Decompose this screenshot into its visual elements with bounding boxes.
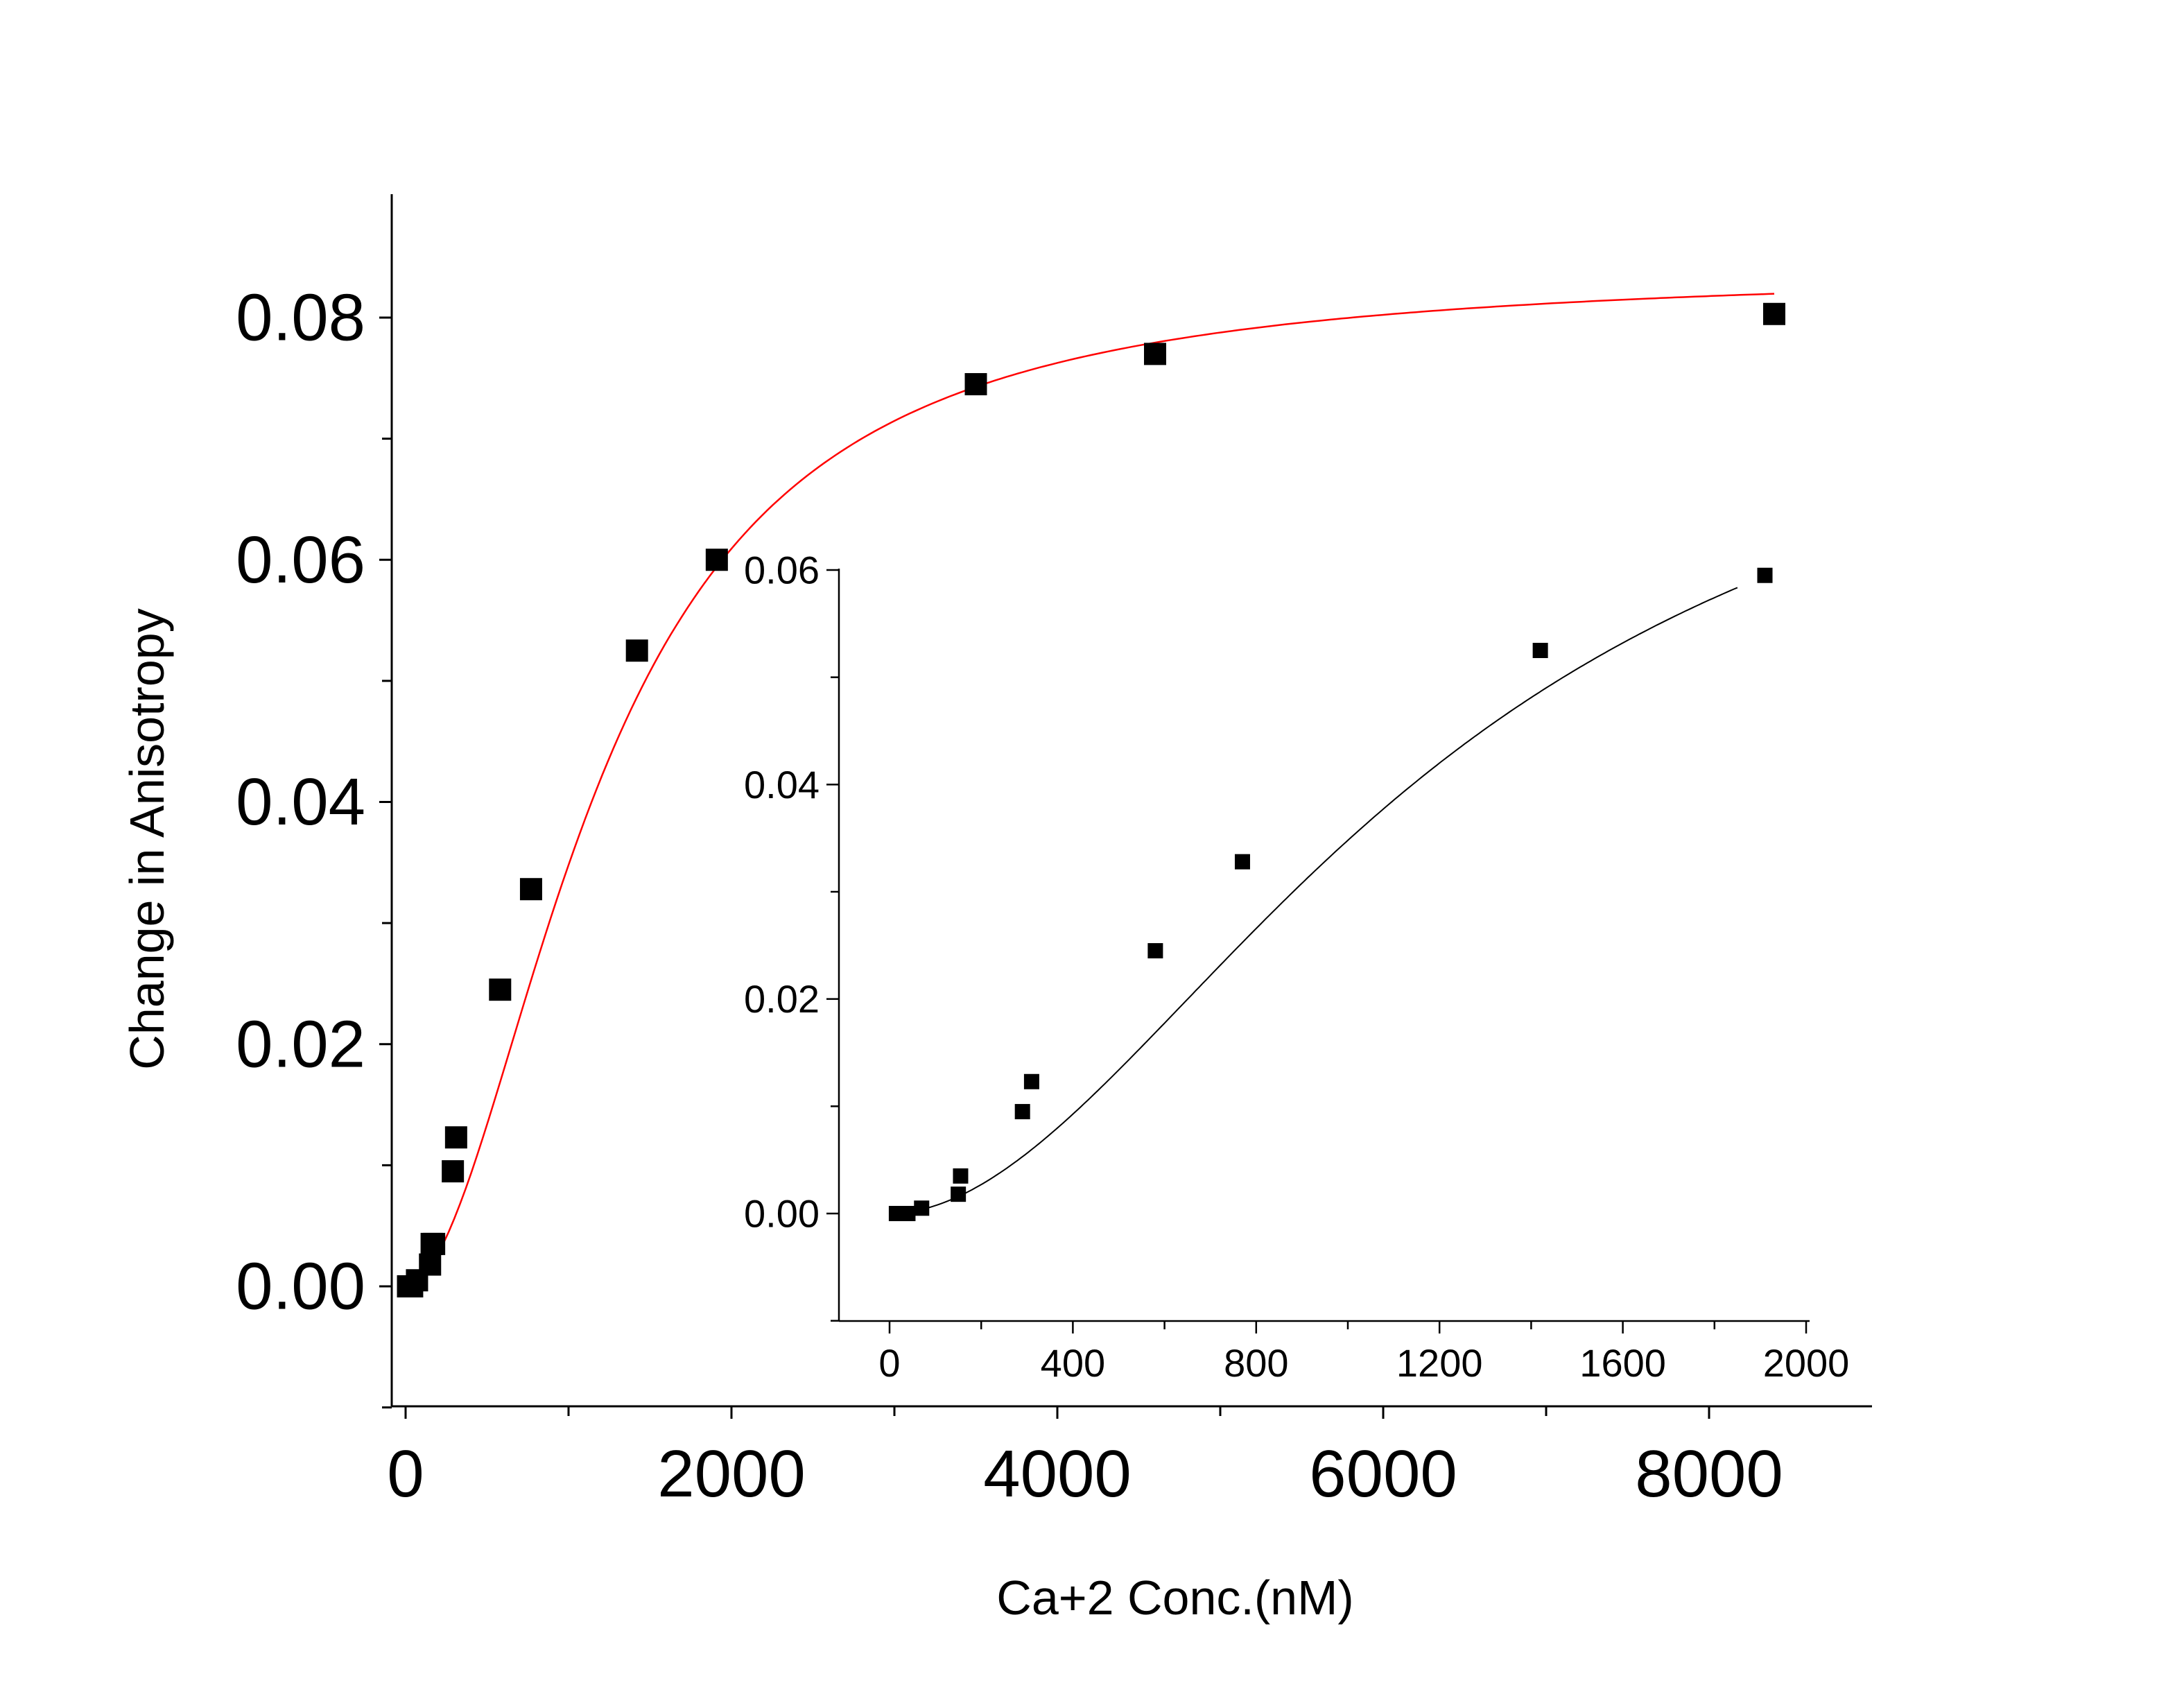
inset-data-point	[1014, 1104, 1030, 1120]
main-x-tick-label: 0	[387, 1437, 424, 1511]
main-plot: 0 2000 4000 6000 80000.000.020.040.060.08Ca+…	[120, 194, 1872, 1625]
inset-data-point	[1757, 567, 1773, 583]
inset-x-tick-label: 1200	[1396, 1341, 1483, 1385]
main-data-point	[1144, 343, 1166, 365]
inset-y-tick-label: 0.06	[744, 549, 820, 592]
main-fit-curve	[408, 293, 1775, 1287]
main-y-tick-label: 0.00	[236, 1250, 365, 1324]
main-y-tick-label: 0.06	[236, 523, 365, 597]
main-data-point	[423, 1232, 446, 1255]
y-axis-title: Change in Anisotropy	[120, 608, 174, 1069]
main-x-tick-label: 2000	[657, 1437, 806, 1511]
inset-y-tick-label: 0.02	[744, 977, 820, 1021]
main-data-point	[419, 1253, 442, 1276]
inset-x-tick-label: 800	[1224, 1341, 1288, 1385]
main-y-tick-label: 0.08	[236, 281, 365, 355]
main-y-tick-label: 0.02	[236, 1007, 365, 1081]
main-data-point	[442, 1160, 465, 1183]
inset-y-tick-label: 0.04	[744, 763, 820, 806]
inset-x-tick-label: 0	[878, 1341, 900, 1385]
main-data-point	[489, 978, 512, 1001]
inset-data-point	[914, 1200, 930, 1216]
x-axis-title: Ca+2 Conc.(nM)	[996, 1571, 1353, 1625]
main-x-tick-label: 6000	[1309, 1437, 1457, 1511]
main-x-tick-label: 8000	[1635, 1437, 1783, 1511]
inset-x-tick-label: 400	[1041, 1341, 1105, 1385]
main-x-tick-label: 4000	[983, 1437, 1132, 1511]
main-data-point	[519, 878, 542, 901]
inset-x-tick-label: 1600	[1579, 1341, 1666, 1385]
inset-data-point	[888, 1206, 904, 1221]
inset-data-point	[1147, 943, 1163, 959]
main-data-point	[705, 549, 728, 571]
inset-y-tick-label: 0.00	[744, 1192, 820, 1236]
main-data-point	[444, 1126, 467, 1149]
inset-data-point	[951, 1186, 967, 1202]
inset-fit-curve	[899, 587, 1738, 1214]
main-data-point	[964, 373, 987, 396]
inset-data-point	[953, 1168, 969, 1184]
inset-data-point	[1023, 1073, 1039, 1089]
inset-data-point	[1234, 854, 1250, 870]
main-y-tick-label: 0.04	[236, 765, 365, 839]
inset-plot: 0 400 800 1200 1600 2000 0.00 0.02 0.04 0.06	[744, 549, 1849, 1385]
inset-data-point	[900, 1206, 916, 1221]
main-data-point	[1763, 302, 1785, 325]
main-data-point	[625, 639, 648, 662]
inset-data-point	[1532, 643, 1548, 658]
inset-x-tick-label: 2000	[1763, 1341, 1850, 1385]
